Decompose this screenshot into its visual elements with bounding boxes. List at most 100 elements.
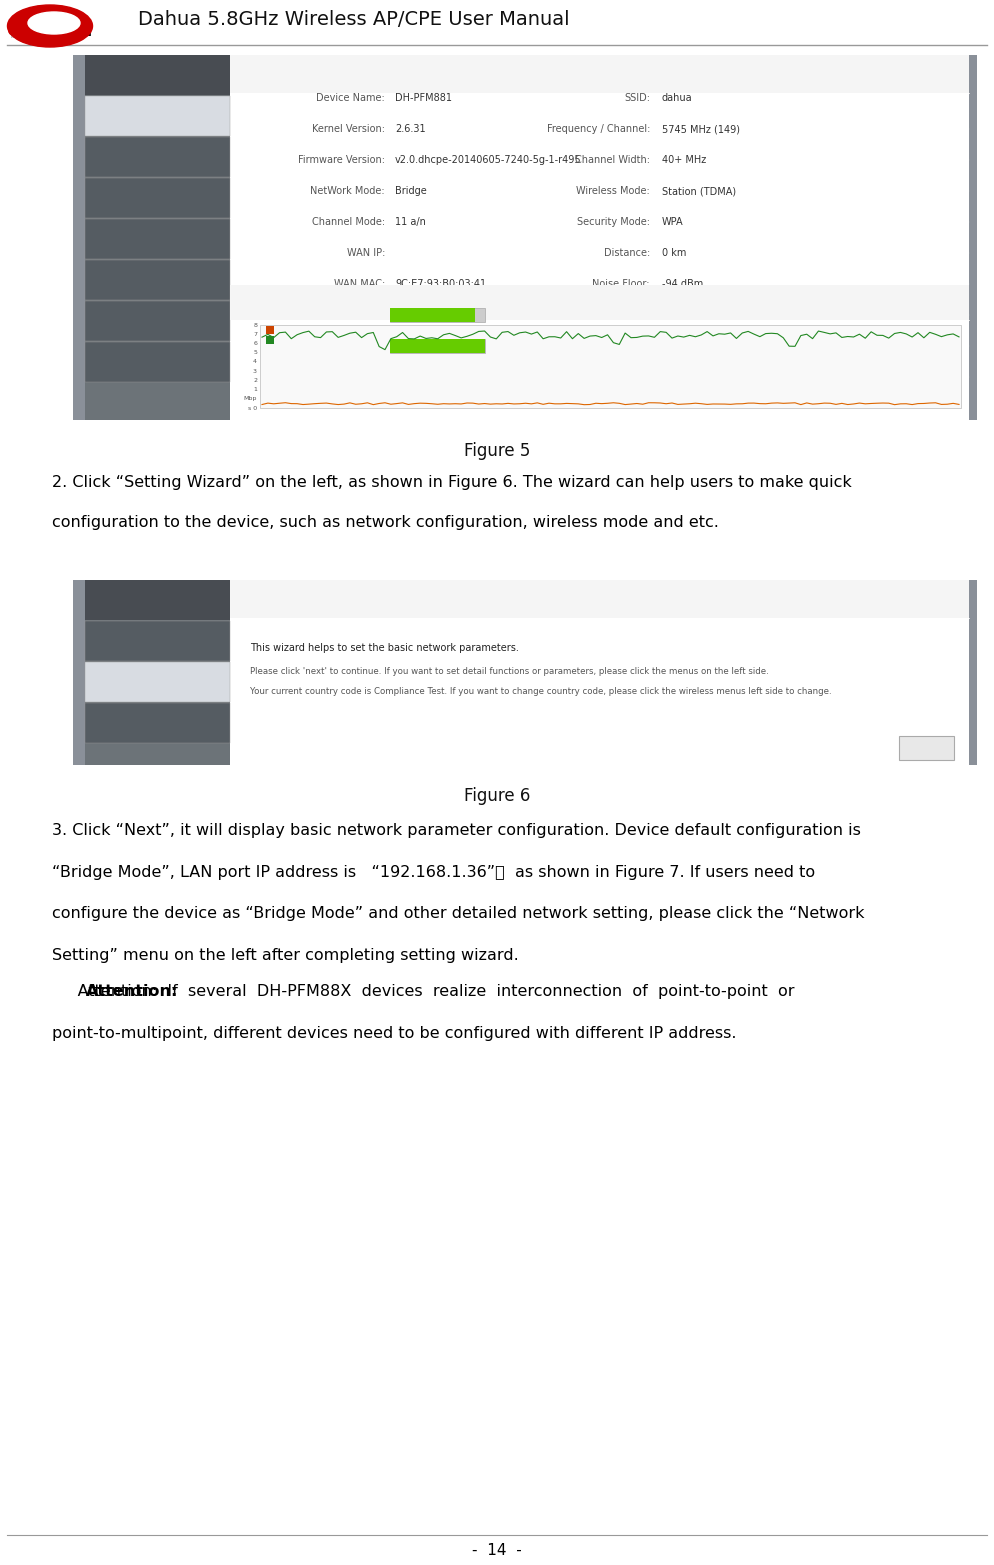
Bar xyxy=(73,581,977,765)
Text: -  14  -: - 14 - xyxy=(472,1543,522,1559)
Text: |: | xyxy=(554,294,557,304)
Text: 7: 7 xyxy=(253,332,257,336)
Bar xyxy=(85,138,230,177)
Bar xyxy=(85,343,230,382)
Text: 4: 4 xyxy=(253,360,257,365)
Text: Advanced: Advanced xyxy=(128,272,187,286)
Text: WPA: WPA xyxy=(662,218,684,227)
Text: Mbp: Mbp xyxy=(244,396,257,401)
Text: Next: Next xyxy=(914,743,938,753)
Text: Throughput: Throughput xyxy=(390,294,442,304)
Bar xyxy=(85,300,230,341)
Text: ARP Table: ARP Table xyxy=(657,294,701,304)
Text: WAN IP:: WAN IP: xyxy=(347,247,385,258)
Bar xyxy=(85,55,230,419)
Text: a: a xyxy=(7,13,28,42)
Ellipse shape xyxy=(28,13,80,34)
Text: 3. Click “Next”, it will display basic network parameter configuration. Device d: 3. Click “Next”, it will display basic n… xyxy=(52,823,861,837)
Ellipse shape xyxy=(8,5,92,47)
Text: 1970-01-01 00:09:10 UTC: 1970-01-01 00:09:10 UTC xyxy=(662,341,786,351)
Text: point-to-multipoint, different devices need to be configured with different IP a: point-to-multipoint, different devices n… xyxy=(52,1025,737,1041)
Text: Attention:  If  several  DH-PFM88X  devices  realize  interconnection  of  point: Attention: If several DH-PFM88X devices … xyxy=(52,984,794,998)
Text: TX: 6.69Mbps: TX: 6.69Mbps xyxy=(278,338,321,343)
Text: 90%  -41(-43/-47) dBm: 90% -41(-43/-47) dBm xyxy=(492,310,595,319)
Text: -94 dBm: -94 dBm xyxy=(662,279,703,290)
Bar xyxy=(390,340,485,354)
Text: 5745 MHz (149): 5745 MHz (149) xyxy=(662,124,740,135)
Text: Wireless Mode:: Wireless Mode: xyxy=(577,186,650,196)
Text: 2. Click “Setting Wizard” on the left, as shown in Figure 6. The wizard can help: 2. Click “Setting Wizard” on the left, a… xyxy=(52,476,852,490)
Text: |: | xyxy=(460,294,463,304)
Text: 240M/240M: 240M/240M xyxy=(662,310,720,319)
Text: Status: Status xyxy=(138,634,176,646)
Text: 2: 2 xyxy=(253,377,257,383)
Text: Status: Status xyxy=(245,66,301,80)
Text: Wireless: Wireless xyxy=(132,191,182,203)
Text: |: | xyxy=(647,294,650,304)
Text: Channel Mode:: Channel Mode: xyxy=(312,218,385,227)
Bar xyxy=(85,703,230,743)
Bar xyxy=(85,55,230,95)
Text: Firmware Version:: Firmware Version: xyxy=(298,155,385,164)
Text: 9C:E7:93:B0:03:41: 9C:E7:93:B0:03:41 xyxy=(395,279,486,290)
Text: Signal Level:: Signal Level: xyxy=(323,310,385,319)
Bar xyxy=(899,736,954,761)
Text: Channel Width:: Channel Width: xyxy=(575,155,650,164)
Text: DH-PFM881: DH-PFM881 xyxy=(395,92,452,103)
Text: Figure 5: Figure 5 xyxy=(464,441,530,460)
Text: Status: Status xyxy=(138,110,176,122)
Text: Attention:: Attention: xyxy=(86,984,178,998)
Bar xyxy=(85,178,230,218)
Text: Wizard: Wizard xyxy=(250,590,309,606)
Text: Setting” menu on the left after completing setting wizard.: Setting” menu on the left after completi… xyxy=(52,947,519,962)
Text: Monitor: Monitor xyxy=(245,293,306,307)
Bar xyxy=(85,621,230,660)
Bar xyxy=(85,581,230,620)
Text: Distance:: Distance: xyxy=(603,247,650,258)
Bar xyxy=(85,260,230,300)
Text: 1: 1 xyxy=(253,387,257,393)
Text: |: | xyxy=(721,294,724,304)
Text: Security Mode:: Security Mode: xyxy=(577,218,650,227)
Text: Frequency / Channel:: Frequency / Channel: xyxy=(547,124,650,135)
Bar xyxy=(390,308,485,322)
Text: 6: 6 xyxy=(253,341,257,346)
Text: Noise Floor:: Noise Floor: xyxy=(592,279,650,290)
Text: Your current country code is Compliance Test. If you want to change country code: Your current country code is Compliance … xyxy=(250,687,832,696)
Bar xyxy=(266,336,274,344)
Bar xyxy=(390,308,475,322)
Text: TDMA: TDMA xyxy=(135,593,180,607)
Bar xyxy=(73,581,85,765)
Text: Station (TDMA): Station (TDMA) xyxy=(662,186,737,196)
Text: configure the device as “Bridge Mode” and other detailed network setting, please: configure the device as “Bridge Mode” an… xyxy=(52,906,865,920)
Bar xyxy=(73,55,85,419)
Text: 3: 3 xyxy=(253,369,257,374)
Text: AP Information: AP Information xyxy=(731,294,797,304)
Text: 0 km: 0 km xyxy=(662,247,687,258)
Text: SSID:: SSID: xyxy=(624,92,650,103)
Bar xyxy=(230,55,969,92)
Text: s 0: s 0 xyxy=(248,405,257,410)
Text: Kernel Version:: Kernel Version: xyxy=(312,124,385,135)
Text: Time:: Time: xyxy=(623,341,650,351)
Text: WAN MAC:: WAN MAC: xyxy=(334,279,385,290)
Text: “Bridge Mode”, LAN port IP address is   “192.168.1.36”，  as shown in Figure 7. I: “Bridge Mode”, LAN port IP address is “1… xyxy=(52,864,815,880)
Bar xyxy=(230,581,969,618)
Bar xyxy=(266,326,274,333)
Text: lhua: lhua xyxy=(19,13,93,42)
Bar xyxy=(73,55,977,419)
Bar xyxy=(230,55,969,419)
Bar xyxy=(969,55,977,419)
Text: 8: 8 xyxy=(253,322,257,327)
Text: v2.0.dhcpe-20140605-7240-5g-1-r495: v2.0.dhcpe-20140605-7240-5g-1-r495 xyxy=(395,155,581,164)
Text: 40+ MHz: 40+ MHz xyxy=(662,155,707,164)
Bar xyxy=(85,95,230,136)
Bar xyxy=(390,340,485,354)
Bar xyxy=(85,219,230,258)
Text: Device Name:: Device Name: xyxy=(316,92,385,103)
Text: Routes Table: Routes Table xyxy=(470,294,527,304)
Bar xyxy=(230,285,969,319)
Text: 11 a/n: 11 a/n xyxy=(395,218,425,227)
Text: Wizard: Wizard xyxy=(137,150,178,163)
Text: TDMA: TDMA xyxy=(135,67,180,81)
